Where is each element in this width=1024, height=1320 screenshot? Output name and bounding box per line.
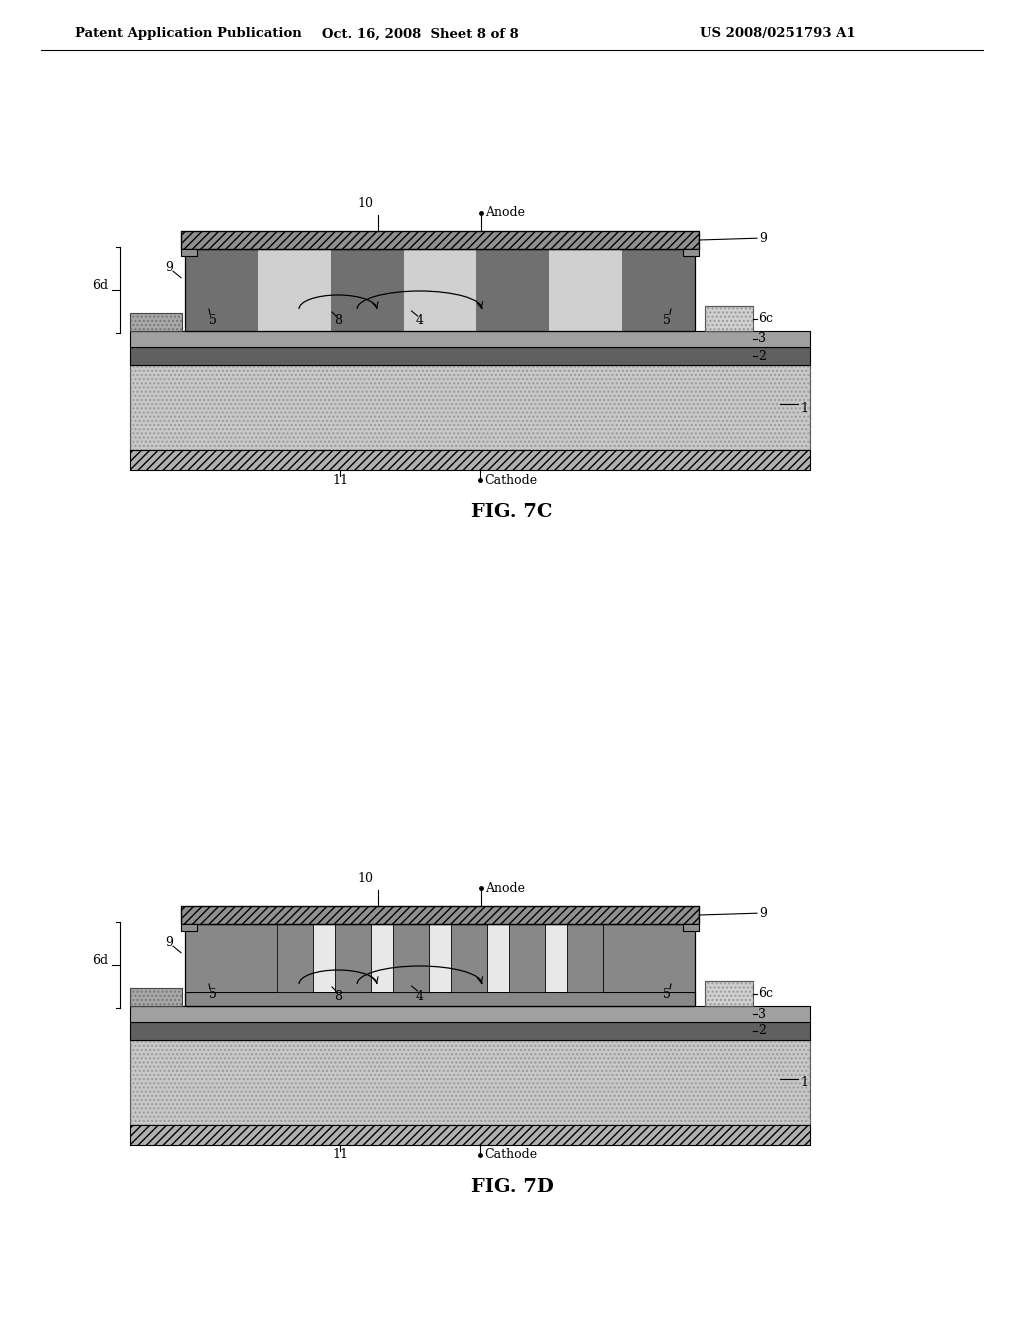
Bar — [603, 924, 695, 993]
Text: 9: 9 — [759, 232, 767, 244]
Bar — [130, 313, 182, 331]
Text: 8: 8 — [334, 314, 342, 327]
Bar — [705, 981, 753, 1006]
Bar — [130, 1125, 810, 1144]
Bar — [185, 993, 695, 1006]
Text: 9: 9 — [759, 907, 767, 920]
Text: 5: 5 — [664, 314, 671, 326]
Bar — [331, 249, 403, 331]
Text: 4: 4 — [416, 314, 424, 327]
Bar — [130, 450, 810, 470]
Bar — [683, 924, 699, 931]
Text: 2: 2 — [758, 1024, 766, 1038]
Bar — [393, 924, 429, 993]
Text: 4: 4 — [416, 990, 424, 1002]
Bar — [705, 306, 753, 331]
Bar — [403, 249, 476, 331]
Bar — [429, 924, 451, 993]
Bar — [181, 906, 699, 924]
Bar — [181, 231, 699, 249]
Text: 5: 5 — [664, 989, 671, 1002]
Text: 3: 3 — [758, 333, 766, 346]
Bar — [705, 981, 753, 1006]
Text: 1: 1 — [800, 1077, 808, 1089]
Text: FIG. 7C: FIG. 7C — [471, 503, 553, 521]
Text: 8: 8 — [334, 990, 342, 1002]
Text: Oct. 16, 2008  Sheet 8 of 8: Oct. 16, 2008 Sheet 8 of 8 — [322, 28, 518, 41]
Text: 2: 2 — [758, 350, 766, 363]
Bar — [130, 1125, 810, 1144]
Bar — [705, 306, 753, 331]
Text: US 2008/0251793 A1: US 2008/0251793 A1 — [700, 28, 856, 41]
Bar — [130, 1040, 810, 1125]
Bar — [130, 450, 810, 470]
Bar — [509, 924, 545, 993]
Text: 6d: 6d — [92, 280, 108, 293]
Text: 10: 10 — [357, 197, 374, 210]
Text: 1: 1 — [800, 401, 808, 414]
Bar — [130, 987, 182, 1006]
Text: 11: 11 — [332, 474, 348, 487]
Text: 5: 5 — [209, 989, 217, 1002]
Text: 9: 9 — [165, 260, 173, 273]
Text: 10: 10 — [357, 873, 374, 884]
Bar — [623, 249, 695, 331]
Bar — [185, 249, 258, 331]
Bar — [335, 924, 371, 993]
Bar — [130, 347, 810, 366]
Bar — [130, 366, 810, 450]
Bar — [130, 987, 182, 1006]
Bar — [476, 249, 549, 331]
Text: 11: 11 — [332, 1148, 348, 1162]
Bar — [313, 924, 335, 993]
Bar — [185, 924, 278, 993]
Bar — [181, 249, 197, 256]
Bar — [185, 249, 695, 331]
Bar — [130, 1022, 810, 1040]
Bar — [130, 313, 182, 331]
Text: Anode: Anode — [485, 882, 525, 895]
Bar — [181, 231, 699, 249]
Bar — [487, 924, 509, 993]
Bar — [371, 924, 393, 993]
Text: Patent Application Publication: Patent Application Publication — [75, 28, 302, 41]
Text: 3: 3 — [758, 1007, 766, 1020]
Text: 9: 9 — [165, 936, 173, 949]
Bar — [181, 924, 197, 931]
Bar — [130, 331, 810, 347]
Bar — [181, 906, 699, 924]
Text: 6d: 6d — [92, 954, 108, 968]
Text: 6c: 6c — [758, 987, 773, 1001]
Text: FIG. 7D: FIG. 7D — [471, 1177, 553, 1196]
Bar — [278, 924, 313, 993]
Bar — [549, 249, 623, 331]
Bar — [683, 249, 699, 256]
Text: Anode: Anode — [485, 206, 525, 219]
Bar — [185, 924, 695, 1006]
Text: Cathode: Cathode — [484, 1148, 538, 1162]
Bar — [258, 249, 331, 331]
Text: 5: 5 — [209, 314, 217, 326]
Text: 6c: 6c — [758, 312, 773, 325]
Bar — [130, 366, 810, 450]
Bar — [451, 924, 487, 993]
Bar — [130, 1040, 810, 1125]
Bar — [130, 1006, 810, 1022]
Text: Cathode: Cathode — [484, 474, 538, 487]
Bar — [545, 924, 567, 993]
Bar — [567, 924, 603, 993]
